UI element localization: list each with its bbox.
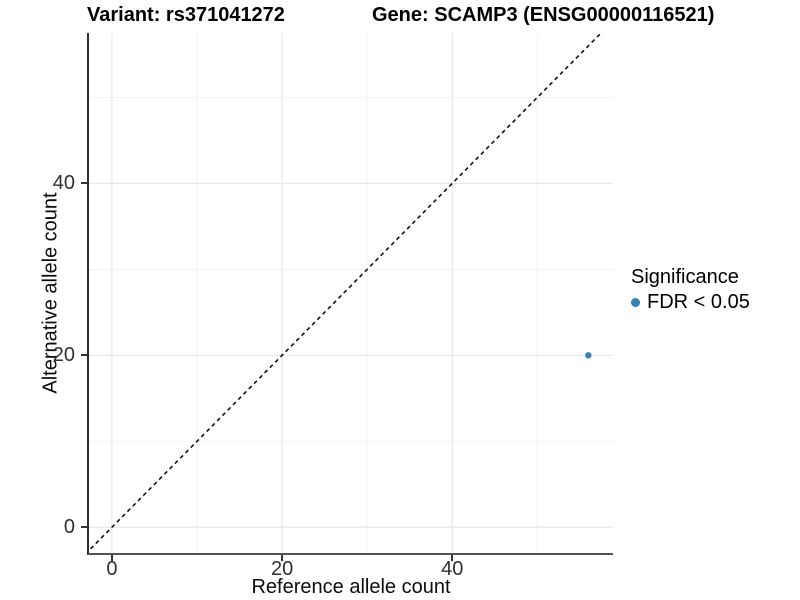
y-tick-label: 20 bbox=[52, 344, 75, 367]
x-axis-tick bbox=[451, 555, 454, 561]
x-axis-title: Reference allele count bbox=[251, 576, 451, 598]
y-tick-label: 0 bbox=[63, 516, 75, 539]
scatter-canvas bbox=[89, 33, 613, 553]
identity-line bbox=[89, 33, 603, 552]
plot-title-variant: Variant: rs371041272 bbox=[87, 4, 285, 26]
x-axis-tick bbox=[281, 555, 284, 561]
x-tick-label: 40 bbox=[441, 558, 464, 580]
legend-item: FDR < 0.05 bbox=[631, 290, 750, 315]
x-tick-label: 0 bbox=[106, 558, 118, 580]
y-tick-label: 40 bbox=[52, 172, 75, 195]
plot-title-gene: Gene: SCAMP3 (ENSG00000116521) bbox=[372, 4, 715, 26]
data-point bbox=[585, 352, 592, 359]
legend-point-icon bbox=[631, 298, 640, 307]
legend-item-label: FDR < 0.05 bbox=[647, 291, 750, 313]
legend: Significance FDR < 0.05 bbox=[631, 265, 750, 315]
plot-panel bbox=[87, 33, 613, 555]
y-axis-tick bbox=[81, 354, 87, 357]
legend-title: Significance bbox=[631, 266, 739, 288]
x-tick-label: 20 bbox=[270, 558, 294, 580]
y-axis-tick bbox=[81, 182, 87, 185]
x-axis-tick bbox=[110, 555, 113, 561]
y-axis-tick bbox=[81, 526, 87, 529]
